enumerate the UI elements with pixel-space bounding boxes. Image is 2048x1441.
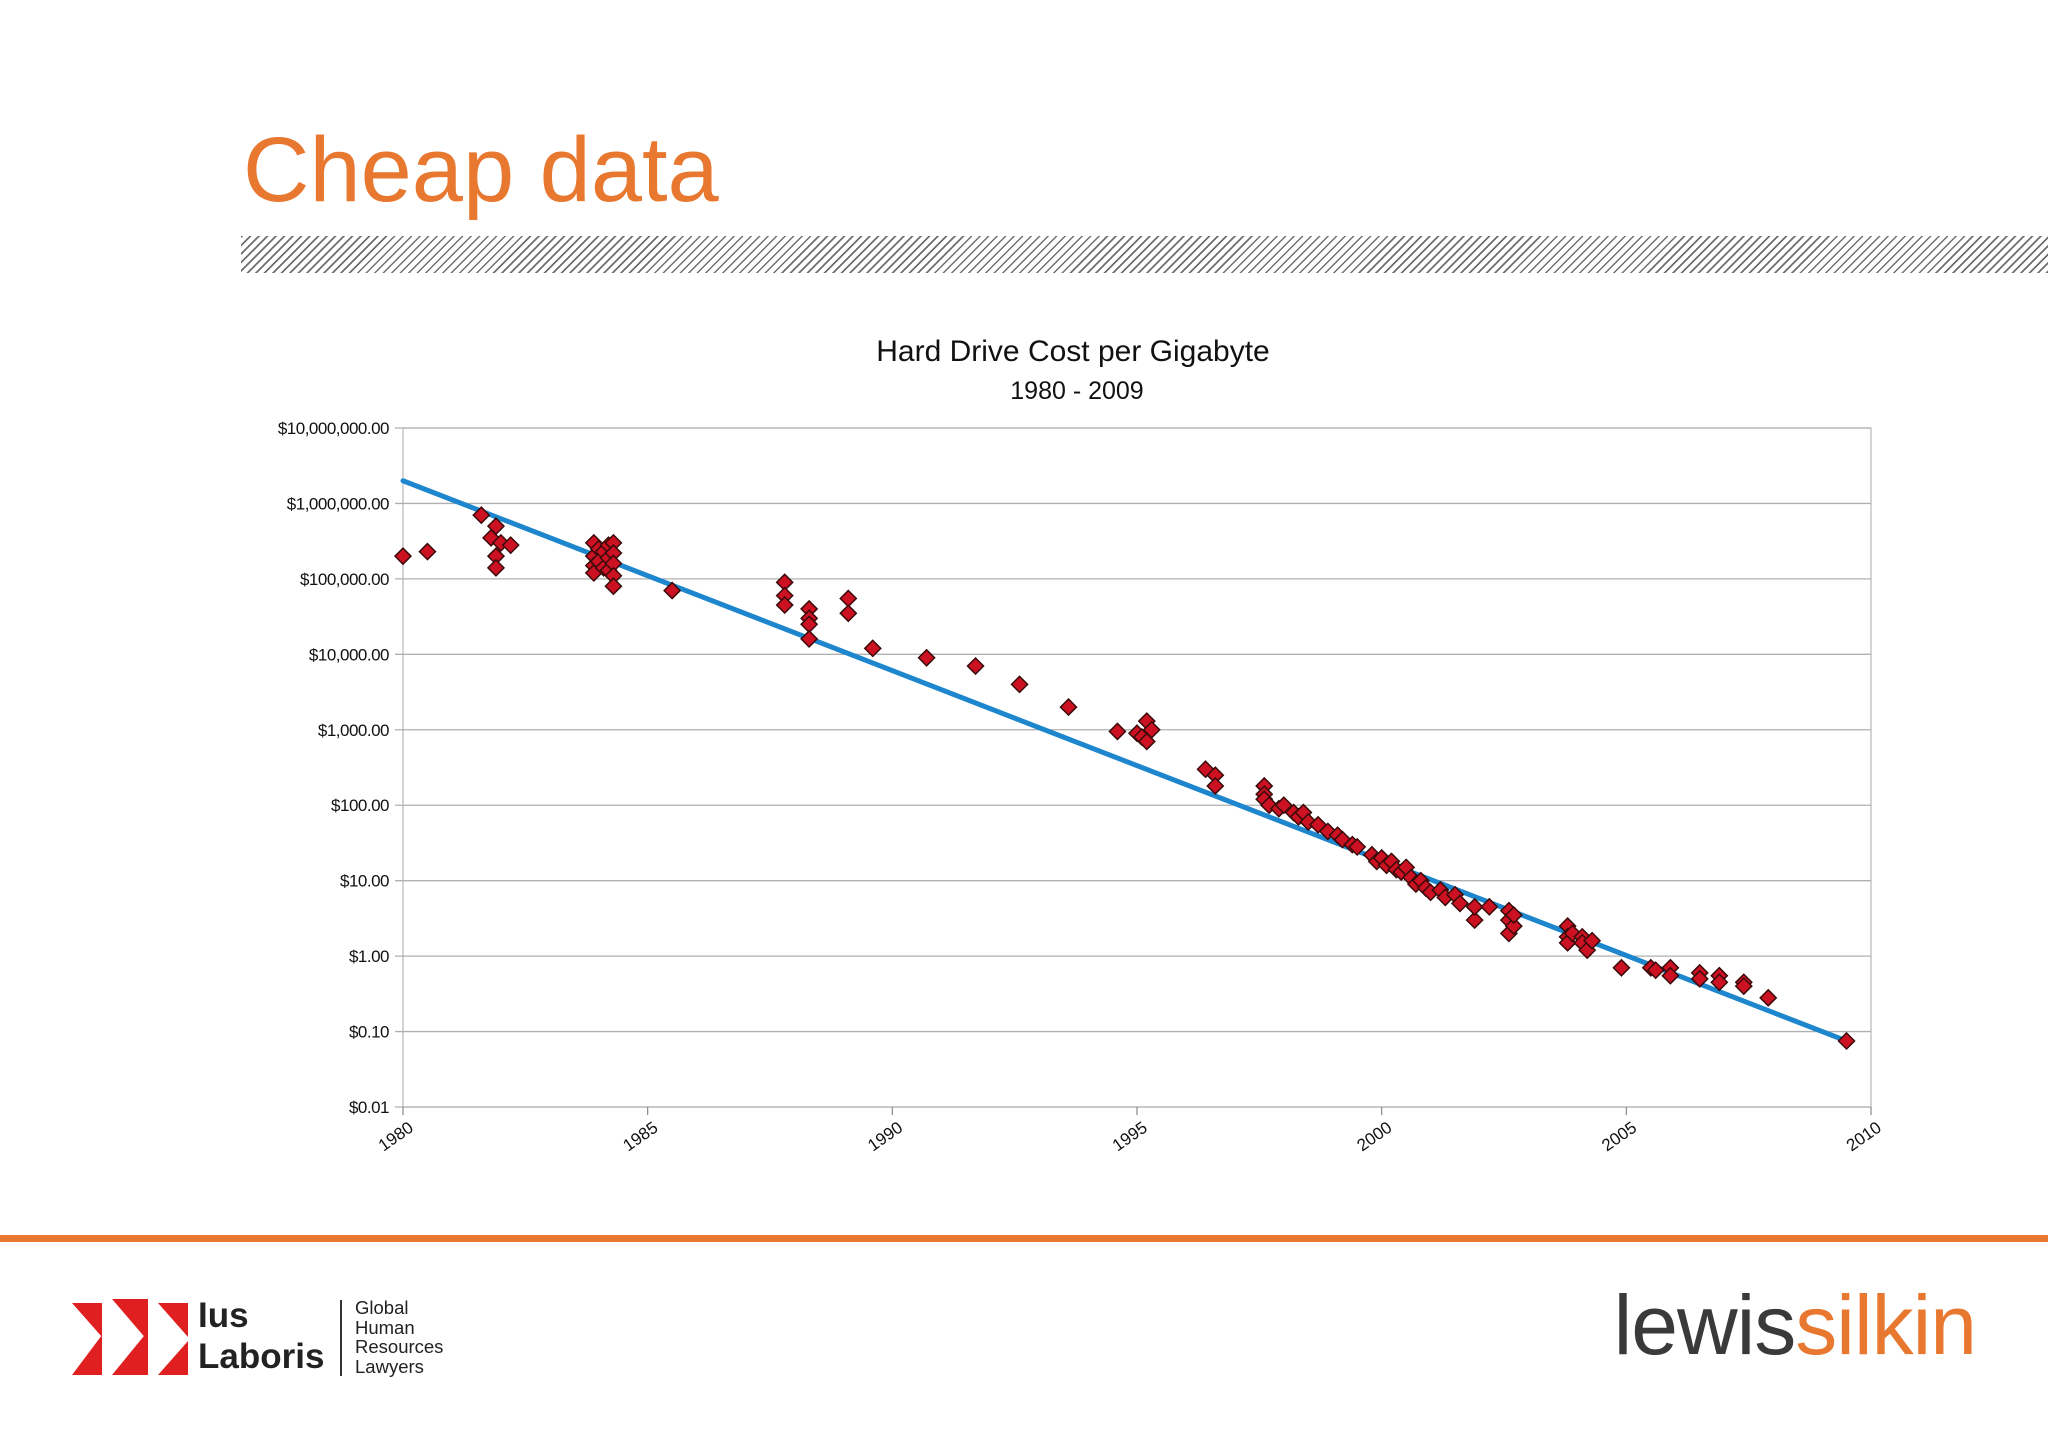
data-point	[1710, 973, 1729, 992]
trendline	[400, 478, 1850, 1044]
tagline-line: Resources	[355, 1336, 444, 1357]
footer-rule	[0, 1235, 2048, 1242]
data-point	[1734, 977, 1753, 996]
y-tick-label: $100,000.00	[300, 570, 389, 589]
data-point	[966, 656, 985, 676]
data-point	[1690, 969, 1709, 988]
data-point	[839, 589, 858, 608]
y-tick-label: $0.10	[349, 1023, 389, 1042]
y-tick-label: $0.01	[349, 1098, 389, 1117]
data-point	[1504, 917, 1523, 936]
trendline-layer	[400, 478, 1850, 1044]
data-point	[501, 536, 520, 555]
data-point	[1646, 961, 1665, 980]
data-point	[839, 604, 858, 623]
data-point	[917, 648, 936, 667]
data-point	[800, 629, 819, 648]
tagline-line: Global	[355, 1297, 409, 1318]
tagline-line: Lawyers	[355, 1355, 424, 1377]
x-tick-label: 1980	[375, 1118, 417, 1155]
data-point	[393, 547, 413, 566]
x-tick-label: 2010	[1843, 1118, 1885, 1155]
data-point	[1504, 906, 1523, 925]
ius-laboris-name: Ius Laboris	[198, 1295, 324, 1377]
data-point	[1206, 776, 1225, 796]
data-point	[472, 506, 491, 525]
data-point	[1108, 722, 1127, 741]
x-tick-label: 2005	[1598, 1118, 1640, 1155]
hatched-divider	[241, 236, 2048, 273]
grid-layer	[395, 427, 1872, 1108]
data-point	[1450, 894, 1470, 913]
data-point	[418, 542, 437, 561]
chart-title: Hard Drive Cost per Gigabyte	[876, 335, 1270, 368]
y-tick-label: $10,000,000.00	[278, 419, 389, 438]
ius-laboris-tagline: Global Human Resources Lawyers	[355, 1298, 443, 1376]
data-point	[1612, 958, 1631, 977]
chart-subtitle: 1980 - 2009	[1010, 377, 1143, 405]
data-point	[863, 639, 882, 658]
y-tick-label: $100.00	[331, 796, 389, 815]
lewis-silkin-logo-part1: lewis	[1613, 1278, 1797, 1372]
data-point	[1465, 897, 1484, 916]
x-tick-label: 1990	[864, 1118, 906, 1155]
y-tick-label: $10.00	[340, 872, 389, 891]
data-point	[1059, 698, 1078, 717]
axis-layer: $10,000,000.00 $1,000,000.00 $100,000.00 $1…	[278, 419, 1885, 1155]
data-point	[1837, 1031, 1856, 1051]
hard-drive-cost-chart: Hard Drive Cost per Gigabyte 1980 - 2009…	[278, 335, 1885, 1155]
data-point	[1583, 931, 1602, 950]
ius-laboris-divider	[340, 1300, 342, 1376]
lewis-silkin-logo: lewissilkin	[1614, 1283, 1977, 1367]
data-points-layer	[393, 506, 1856, 1051]
data-point	[486, 517, 506, 536]
data-point	[1480, 897, 1499, 916]
tagline-line: Human	[355, 1316, 415, 1338]
data-point	[663, 581, 682, 600]
data-point	[1759, 988, 1778, 1007]
ius-laboris-name-line2: Laboris	[198, 1337, 325, 1376]
x-tick-label: 1985	[620, 1118, 662, 1155]
ius-laboris-logo-icon	[72, 1299, 188, 1375]
ius-laboris-name-line1: Ius	[198, 1296, 249, 1335]
data-point	[1661, 966, 1680, 985]
slide-title: Cheap data	[243, 119, 719, 221]
data-point	[1274, 796, 1293, 815]
y-tick-label: $1,000,000.00	[287, 494, 389, 513]
x-tick-label: 1995	[1109, 1118, 1151, 1155]
data-point	[486, 558, 506, 577]
data-point	[604, 577, 623, 596]
data-point	[775, 595, 794, 615]
data-point	[1348, 837, 1367, 856]
data-point	[1142, 720, 1161, 739]
lewis-silkin-logo-part2: silkin	[1795, 1278, 1977, 1372]
data-point	[1010, 675, 1029, 694]
y-tick-label: $1,000.00	[318, 721, 389, 740]
x-tick-label: 2000	[1354, 1118, 1396, 1155]
y-tick-label: $10,000.00	[309, 645, 389, 664]
data-point	[1465, 911, 1484, 930]
y-tick-label: $1.00	[349, 947, 389, 966]
